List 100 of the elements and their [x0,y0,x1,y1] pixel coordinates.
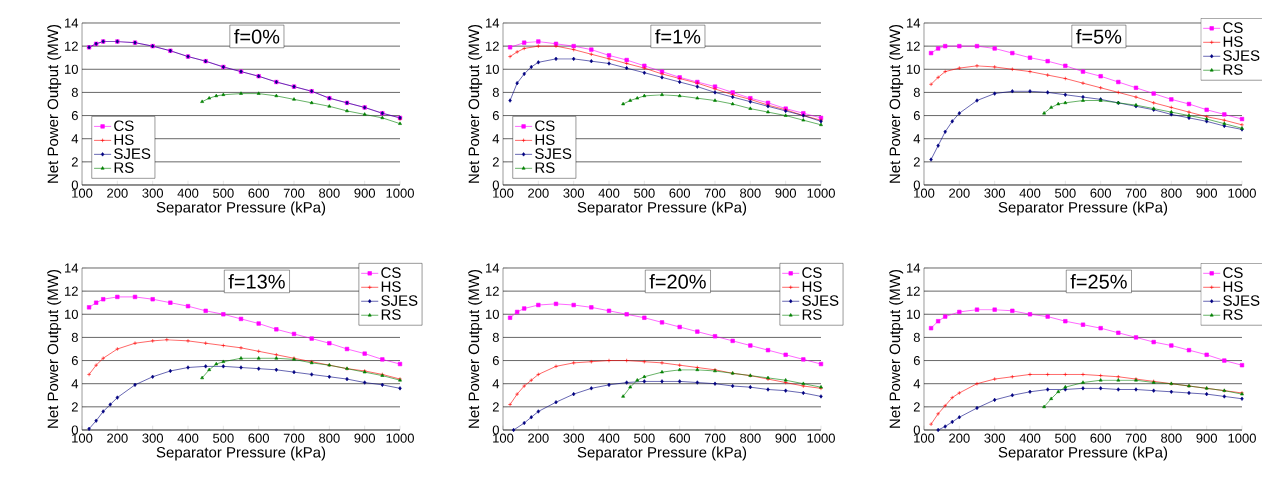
x-tick-label: 200 [107,188,128,198]
legend-label: CS [381,267,401,278]
legend-label: SJES [381,295,418,306]
y-tick-label: 0 [71,180,78,190]
y-tick-label: 4 [913,379,921,389]
y-tick-label: 12 [486,41,499,51]
x-tick-label: 900 [775,433,797,443]
y-tick-label: 14 [486,263,500,273]
x-tick-label: 300 [984,433,1005,443]
legend-label: HS [535,134,555,146]
y-tick-label: 8 [913,332,920,343]
y-axis-title: Net Power Output (MW) [889,24,904,183]
x-axis-title: Separator Pressure (kPa) [577,201,747,216]
x-tick-label: 400 [177,188,199,198]
legend-label: CS [802,267,822,278]
x-tick-label: 300 [142,188,164,198]
x-tick-label: 800 [1161,188,1182,198]
x-tick-label: 200 [949,188,970,198]
x-tick-label: 900 [354,188,376,198]
legend-label: SJES [1223,50,1260,61]
legend-label: RS [381,309,401,320]
x-tick-label: 900 [775,188,797,198]
y-tick-label: 10 [486,64,499,74]
y-tick-label: 8 [492,332,499,343]
y-tick-label: 4 [492,379,500,389]
y-tick-label: 12 [906,41,920,51]
x-axis-title: Separator Pressure (kPa) [156,446,326,461]
x-tick-label: 900 [1196,433,1217,443]
y-tick-label: 12 [906,286,920,296]
y-tick-label: 14 [65,263,79,273]
y-tick-label: 6 [492,355,499,366]
legend-label: RS [1223,64,1243,75]
x-tick-label: 400 [177,433,199,443]
y-tick-label: 0 [913,180,920,190]
y-tick-label: 2 [913,402,920,412]
x-tick-label: 800 [1161,433,1182,443]
legend-label: SJES [802,295,839,306]
chart-title: f=13% [228,274,285,289]
y-axis-title: Net Power Output (MW) [47,24,62,183]
x-tick-label: 200 [949,433,970,443]
x-tick-label: 100 [493,188,514,198]
chart-title: f=5% [1076,29,1122,44]
x-tick-label: 400 [1019,188,1041,198]
y-tick-label: 4 [913,134,921,144]
x-tick-label: 500 [213,188,234,198]
x-tick-label: 1000 [807,433,835,443]
x-tick-label: 400 [598,433,620,443]
y-tick-label: 2 [71,402,78,412]
x-tick-label: 200 [528,188,549,198]
y-tick-label: 12 [65,41,78,51]
x-axis-title: Separator Pressure (kPa) [998,446,1168,461]
x-tick-label: 800 [740,433,761,443]
legend-label: HS [114,134,134,146]
legend-label: SJES [114,148,151,159]
y-tick-label: 14 [65,18,79,28]
legend-label: CS [114,120,134,132]
legend-label: RS [1223,309,1243,320]
y-tick-label: 8 [71,332,78,343]
chart-title: f=1% [655,29,701,44]
x-tick-label: 200 [528,433,549,443]
y-tick-label: 6 [71,355,78,366]
y-tick-label: 2 [492,402,499,412]
x-tick-label: 800 [319,188,340,198]
y-tick-label: 14 [906,18,921,28]
y-tick-label: 0 [71,425,78,435]
y-tick-label: 4 [71,379,79,389]
x-axis-title: Separator Pressure (kPa) [577,446,747,461]
x-tick-label: 900 [1196,188,1217,198]
x-tick-label: 600 [669,188,691,198]
legend-label: CS [535,120,555,132]
y-tick-label: 0 [492,180,499,190]
y-tick-label: 8 [71,87,78,98]
x-tick-label: 200 [107,433,128,443]
x-tick-label: 1000 [386,188,414,198]
x-tick-label: 100 [914,188,935,198]
x-tick-label: 700 [1125,188,1147,198]
y-tick-label: 4 [492,134,500,144]
x-tick-label: 500 [1055,188,1076,198]
x-tick-label: 800 [740,188,761,198]
x-tick-label: 900 [354,433,376,443]
y-tick-label: 14 [486,18,500,28]
x-tick-label: 500 [634,433,655,443]
y-tick-label: 6 [913,110,920,121]
x-tick-label: 1000 [807,188,835,198]
chart-title: f=20% [649,274,706,289]
y-tick-label: 8 [913,87,920,98]
x-tick-label: 500 [213,433,234,443]
legend-label: SJES [535,148,572,159]
y-tick-label: 10 [65,309,78,319]
legend-label: CS [1223,22,1243,33]
x-tick-label: 700 [1125,433,1147,443]
y-tick-label: 10 [906,64,920,74]
x-tick-label: 700 [704,433,726,443]
y-tick-label: 10 [65,64,78,74]
legend-label: HS [1223,281,1243,292]
x-tick-label: 800 [319,433,340,443]
x-tick-label: 300 [563,188,585,198]
y-tick-label: 10 [906,309,920,319]
y-tick-label: 2 [913,157,920,167]
x-tick-label: 100 [493,433,514,443]
